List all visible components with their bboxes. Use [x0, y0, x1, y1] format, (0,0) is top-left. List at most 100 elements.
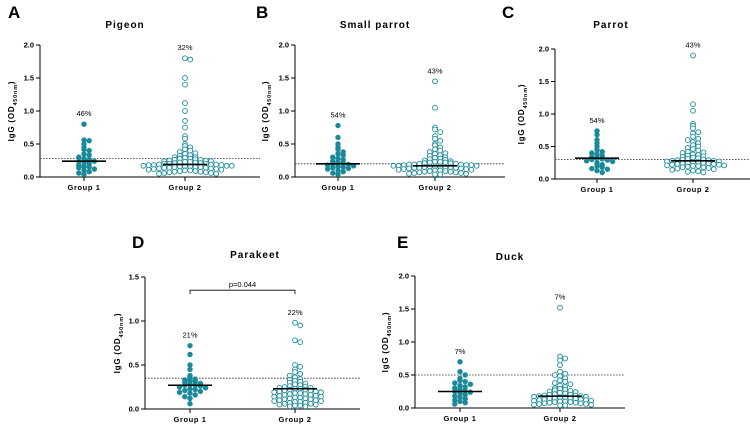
data-point-group1: [187, 342, 193, 349]
p-value-label: p=0.044: [229, 280, 256, 289]
data-point-group1: [187, 366, 193, 373]
data-point-group2: [213, 170, 220, 177]
data-point-group2: [187, 167, 194, 174]
data-point-group2: [202, 169, 209, 176]
y-tick-label: 0.5: [129, 361, 139, 370]
data-point-group2: [182, 135, 188, 142]
data-point-group1: [599, 164, 605, 171]
data-point-group2: [690, 133, 696, 140]
y-tick-label: 1.0: [129, 317, 139, 326]
data-point-group2: [406, 170, 412, 177]
data-point-group2: [557, 402, 563, 409]
data-point-group2: [297, 322, 304, 329]
data-point-group1: [187, 395, 193, 402]
data-point-group2: [562, 355, 569, 362]
data-point-group1: [76, 165, 82, 171]
y-tick-label: 0.5: [539, 142, 549, 151]
data-point-group2: [690, 125, 696, 132]
data-point-group2: [664, 162, 670, 169]
data-point-group2: [432, 104, 438, 111]
y-tick-label: 0.5: [279, 140, 289, 149]
data-point-group2: [562, 402, 569, 409]
data-point-group2: [218, 166, 225, 173]
data-point-group2: [567, 399, 574, 405]
data-point-group2: [187, 147, 194, 154]
data-point-group2: [690, 107, 696, 114]
data-point-group2: [432, 171, 438, 178]
percentage-label: 22%: [287, 308, 302, 317]
data-point-group1: [594, 147, 600, 153]
data-point-group2: [684, 169, 691, 175]
y-tick-label: 0.5: [24, 140, 34, 149]
data-point-group1: [86, 169, 92, 175]
data-point-group2: [166, 169, 173, 176]
data-point-group1: [182, 393, 188, 400]
data-point-group2: [390, 162, 397, 169]
panel-D: D Parakeet IgG (OD450nm) 0.0 0.5 1.0 1.5 Group …: [113, 233, 360, 424]
data-point-group2: [156, 165, 162, 172]
data-point-group2: [432, 78, 438, 85]
data-point-group2: [468, 162, 475, 168]
data-point-group2: [286, 403, 293, 410]
data-point-group1: [335, 134, 341, 141]
y-tick-label: 0.0: [279, 173, 289, 182]
data-point-group2: [572, 399, 579, 406]
data-point-group1: [594, 163, 600, 169]
data-point-group1: [330, 170, 336, 176]
x-tick-label: Group 1: [174, 415, 207, 424]
data-point-group2: [406, 165, 412, 172]
data-point-group2: [213, 166, 220, 172]
data-point-group1: [187, 362, 193, 368]
data-point-group2: [551, 372, 558, 378]
data-point-group1: [340, 152, 346, 158]
data-point-group2: [182, 108, 188, 114]
data-point-group1: [340, 169, 346, 175]
data-point-group1: [86, 164, 92, 170]
y-tick-label: 1.0: [279, 107, 289, 116]
data-point-group1: [452, 401, 458, 407]
data-point-group1: [335, 171, 341, 178]
percentage-label: 7%: [555, 293, 566, 302]
data-point-group2: [182, 158, 188, 165]
data-point-group1: [604, 166, 611, 172]
percentage-label: 43%: [427, 66, 442, 75]
data-point-group1: [462, 378, 468, 385]
y-tick-label: 1.5: [539, 77, 549, 86]
data-point-group1: [462, 372, 468, 378]
data-point-group2: [292, 337, 298, 344]
data-point-group2: [292, 319, 298, 326]
data-point-group1: [467, 381, 474, 387]
significance-bracket: [189, 289, 296, 295]
data-point-group2: [228, 162, 235, 169]
panel-title: Duck: [496, 252, 524, 263]
data-point-group2: [271, 398, 278, 404]
data-point-group2: [695, 163, 702, 169]
data-point-group2: [411, 170, 418, 176]
percentage-label: 46%: [76, 109, 91, 118]
data-point-group2: [557, 368, 563, 375]
data-point-group2: [700, 164, 707, 171]
y-tick-label: 1.5: [129, 273, 139, 282]
data-point-group2: [557, 362, 563, 368]
x-tick-label: Group 2: [279, 415, 312, 424]
data-point-group1: [187, 390, 193, 396]
panel-letter: B: [256, 3, 268, 22]
data-point-group2: [312, 401, 319, 408]
data-point-group2: [432, 158, 438, 165]
panel-letter: D: [132, 233, 144, 252]
percentage-label: 54%: [330, 111, 345, 120]
data-point-group2: [531, 401, 537, 408]
y-tick-label: 0.0: [399, 404, 409, 413]
data-point-group2: [182, 167, 188, 174]
data-point-group1: [81, 121, 87, 127]
x-tick-label: Group 1: [444, 414, 477, 423]
data-point-group1: [86, 138, 92, 144]
data-point-group2: [705, 165, 712, 171]
data-point-group1: [176, 389, 183, 395]
data-point-group1: [187, 351, 193, 358]
data-point-group2: [463, 166, 470, 172]
data-point-group1: [609, 158, 616, 165]
data-point-group2: [416, 169, 423, 176]
data-point-group2: [690, 146, 696, 152]
data-point-group1: [81, 171, 87, 178]
